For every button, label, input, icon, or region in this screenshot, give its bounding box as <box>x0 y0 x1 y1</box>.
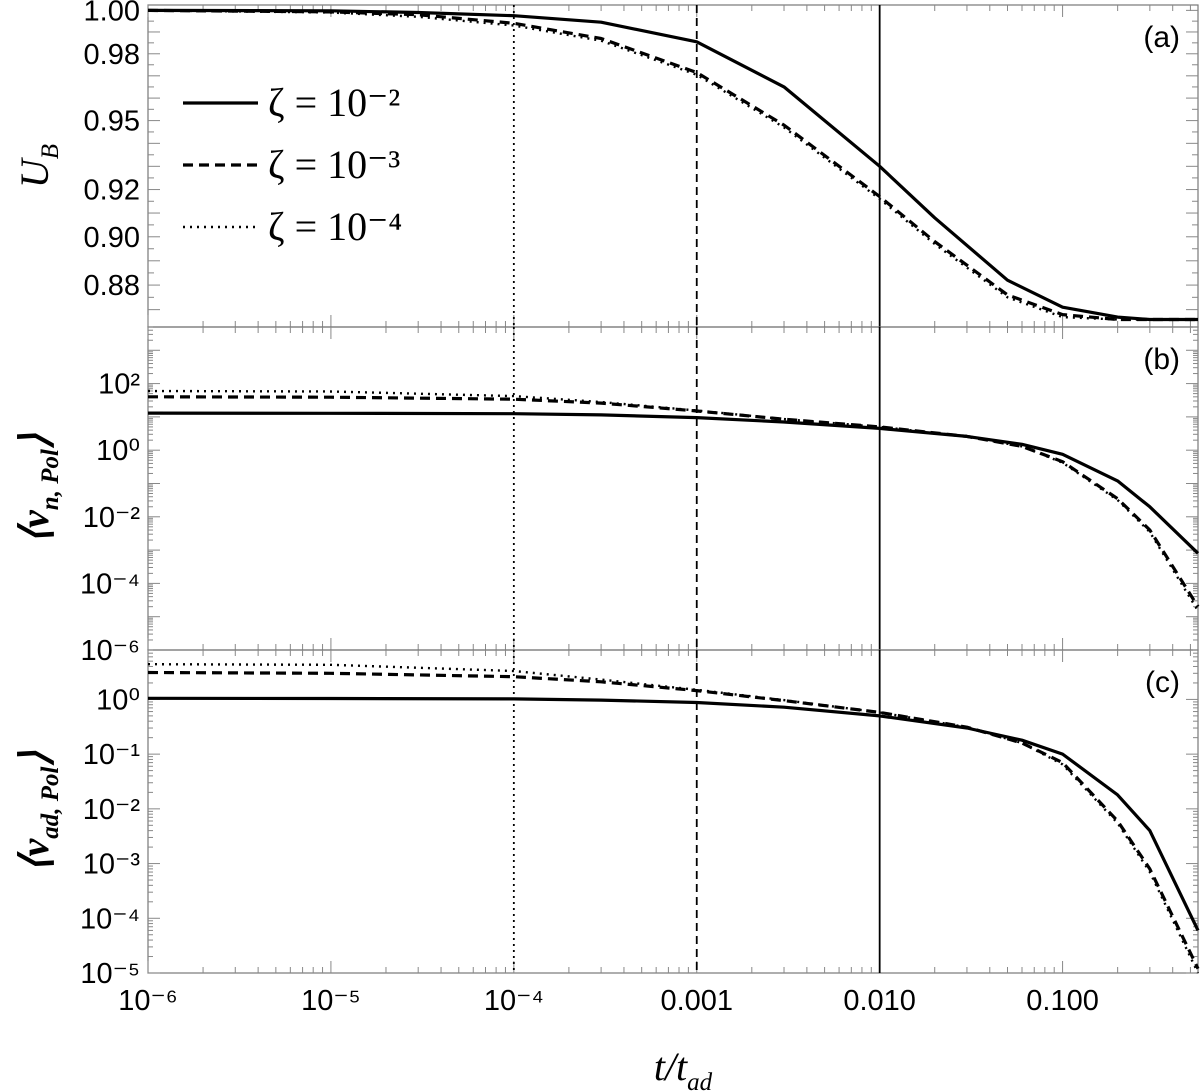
series-line-dotted <box>147 663 1200 974</box>
legend-entry-label: ζ = 10⁻² <box>268 80 400 125</box>
y-tick-label: 1.00 <box>84 0 140 27</box>
y-tick-label: 10⁻⁵ <box>80 958 140 990</box>
panel-label: (c) <box>1145 666 1180 699</box>
y-axis-label: UB​ <box>12 144 64 188</box>
series-line-dashed <box>147 670 1200 970</box>
y-tick-label: 10⁻⁴ <box>80 568 140 600</box>
panel-label: (a) <box>1143 21 1180 54</box>
series-line-solid <box>147 8 1198 322</box>
panel-c: 10⁰ 10⁻¹ 10⁻² 10⁻³ 10⁻⁴ 10⁻⁵ (c) ⟨vad, Pol​⟩ <box>12 649 1200 990</box>
legend: ζ = 10⁻² ζ = 10⁻³ ζ = 10⁻⁴ <box>183 80 402 249</box>
y-axis-label: ⟨vad, Pol​⟩ <box>12 751 64 873</box>
y-tick-label: 10⁻⁴ <box>80 903 140 935</box>
x-tick-label: 10⁻⁵ <box>301 985 361 1017</box>
y-axis-label: ⟨vn, Pol​⟩ <box>12 433 64 543</box>
legend-entry-label: ζ = 10⁻³ <box>268 142 400 187</box>
y-tick-label: 10⁰ <box>96 684 140 716</box>
y-tick-label: 0.90 <box>84 222 140 254</box>
series-line-solid <box>147 411 1200 555</box>
y-tick-label: 0.95 <box>84 106 140 138</box>
x-tick-label: 10⁻⁶ <box>118 985 178 1017</box>
x-tick-label: 0.001 <box>660 985 733 1017</box>
panel-a: 1.00 0.98 0.95 0.92 0.90 0.88 (a) UB​ <box>12 0 1199 328</box>
y-tick-label: 0.98 <box>84 39 140 71</box>
y-tick-label: 10⁻² <box>83 794 141 826</box>
x-tick-label: 10⁻⁴ <box>484 985 544 1017</box>
y-tick-label: 10⁻⁶ <box>80 635 140 667</box>
y-tick-label: 10⁻¹ <box>83 739 141 771</box>
legend-entry-label: ζ = 10⁻⁴ <box>268 204 402 249</box>
series-line-dashed <box>147 395 1200 608</box>
y-tick-label: 0.88 <box>84 270 140 302</box>
panels: 1.00 0.98 0.95 0.92 0.90 0.88 (a) UB​ 10² 10⁰ 10⁻²… <box>12 0 1200 990</box>
x-axis: 10⁻⁶ 10⁻⁵ 10⁻⁴ 0.001 0.010 0.100 t/tad​ <box>118 985 1099 1091</box>
y-tick-label: 10⁻² <box>83 502 141 534</box>
panel-b: 10² 10⁰ 10⁻² 10⁻⁴ 10⁻⁶ (b) ⟨vn, Pol​⟩ <box>12 326 1200 667</box>
series-line-dotted <box>147 389 1200 612</box>
y-tick-label: 10² <box>98 369 140 401</box>
panel-frame <box>147 326 1199 651</box>
series-line-solid <box>147 696 1200 932</box>
x-tick-label: 0.100 <box>1026 985 1099 1017</box>
series-line-dotted <box>147 9 1198 321</box>
x-tick-label: 0.010 <box>843 985 916 1017</box>
x-axis-label: t/tad​ <box>654 1044 713 1091</box>
y-tick-label: 10⁻³ <box>83 849 141 881</box>
y-tick-label: 10⁰ <box>96 435 140 467</box>
panel-label: (b) <box>1143 343 1180 376</box>
y-tick-label: 0.92 <box>84 175 140 207</box>
